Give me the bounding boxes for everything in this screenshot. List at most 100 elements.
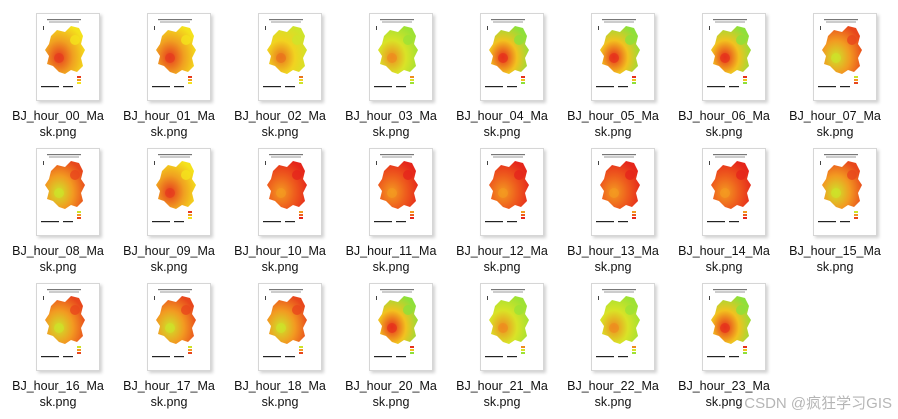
file-name: BJ_hour_02_Ma sk.png <box>230 108 330 140</box>
file-item[interactable]: BJ_hour_18_Ma sk.png <box>230 278 330 410</box>
file-name-line2: sk.png <box>261 260 299 274</box>
file-name-line2: sk.png <box>150 395 188 409</box>
file-item[interactable]: BJ_hour_02_Ma sk.png <box>230 8 330 140</box>
thumbnail-image <box>813 13 877 101</box>
file-name-line2: sk.png <box>483 395 521 409</box>
file-name-line1: BJ_hour_05_Ma <box>567 109 659 123</box>
file-name: BJ_hour_06_Ma sk.png <box>674 108 774 140</box>
file-name-line1: BJ_hour_07_Ma <box>789 109 881 123</box>
file-name-line1: BJ_hour_14_Ma <box>678 244 770 258</box>
file-item[interactable]: BJ_hour_09_Ma sk.png <box>119 143 219 275</box>
file-name: BJ_hour_07_Ma sk.png <box>785 108 885 140</box>
thumbnail-image <box>36 148 100 236</box>
map-thumbnail <box>263 154 307 223</box>
file-name-line2: sk.png <box>705 125 743 139</box>
map-thumbnail <box>596 289 640 358</box>
file-name: BJ_hour_10_Ma sk.png <box>230 243 330 275</box>
file-item[interactable]: BJ_hour_15_Ma sk.png <box>785 143 885 275</box>
file-name-line2: sk.png <box>261 125 299 139</box>
file-name-line2: sk.png <box>816 260 854 274</box>
file-name-line1: BJ_hour_00_Ma <box>12 109 104 123</box>
file-name: BJ_hour_01_Ma sk.png <box>119 108 219 140</box>
thumbnail-image <box>591 283 655 371</box>
map-thumbnail <box>818 154 862 223</box>
map-thumbnail <box>152 154 196 223</box>
file-name: BJ_hour_04_Ma sk.png <box>452 108 552 140</box>
file-item[interactable]: BJ_hour_01_Ma sk.png <box>119 8 219 140</box>
file-item[interactable]: BJ_hour_17_Ma sk.png <box>119 278 219 410</box>
file-item[interactable]: BJ_hour_23_Ma sk.png <box>674 278 774 410</box>
thumbnail-image <box>36 283 100 371</box>
file-item[interactable]: BJ_hour_16_Ma sk.png <box>8 278 108 410</box>
file-item[interactable]: BJ_hour_07_Ma sk.png <box>785 8 885 140</box>
file-name: BJ_hour_17_Ma sk.png <box>119 378 219 410</box>
thumbnail-image <box>369 13 433 101</box>
map-thumbnail <box>152 19 196 88</box>
file-item[interactable]: BJ_hour_14_Ma sk.png <box>674 143 774 275</box>
file-name: BJ_hour_15_Ma sk.png <box>785 243 885 275</box>
file-name-line2: sk.png <box>483 260 521 274</box>
file-item[interactable]: BJ_hour_21_Ma sk.png <box>452 278 552 410</box>
file-name-line2: sk.png <box>39 125 77 139</box>
file-name-line2: sk.png <box>594 260 632 274</box>
thumbnail-image <box>147 283 211 371</box>
file-name: BJ_hour_14_Ma sk.png <box>674 243 774 275</box>
file-name-line1: BJ_hour_12_Ma <box>456 244 548 258</box>
thumbnail-image <box>591 13 655 101</box>
file-name-line2: sk.png <box>372 125 410 139</box>
file-name: BJ_hour_03_Ma sk.png <box>341 108 441 140</box>
file-name-line1: BJ_hour_13_Ma <box>567 244 659 258</box>
thumbnail-image <box>480 283 544 371</box>
file-item[interactable]: BJ_hour_11_Ma sk.png <box>341 143 441 275</box>
map-thumbnail <box>596 19 640 88</box>
file-item[interactable]: BJ_hour_00_Ma sk.png <box>8 8 108 140</box>
file-name-line1: BJ_hour_11_Ma <box>345 244 437 258</box>
file-item[interactable]: BJ_hour_03_Ma sk.png <box>341 8 441 140</box>
map-thumbnail <box>818 19 862 88</box>
file-name-line1: BJ_hour_01_Ma <box>123 109 215 123</box>
file-name-line1: BJ_hour_08_Ma <box>12 244 104 258</box>
file-item[interactable]: BJ_hour_20_Ma sk.png <box>341 278 441 410</box>
file-item[interactable]: BJ_hour_12_Ma sk.png <box>452 143 552 275</box>
file-name-line1: BJ_hour_06_Ma <box>678 109 770 123</box>
file-name: BJ_hour_05_Ma sk.png <box>563 108 663 140</box>
file-name-line1: BJ_hour_23_Ma <box>678 379 770 393</box>
file-item[interactable]: BJ_hour_05_Ma sk.png <box>563 8 663 140</box>
file-item[interactable]: BJ_hour_22_Ma sk.png <box>563 278 663 410</box>
map-thumbnail <box>707 19 751 88</box>
thumbnail-image <box>258 148 322 236</box>
file-name: BJ_hour_00_Ma sk.png <box>8 108 108 140</box>
file-name-line1: BJ_hour_18_Ma <box>234 379 326 393</box>
watermark: CSDN @疯狂学习GIS <box>744 395 892 412</box>
thumbnail-image <box>147 13 211 101</box>
file-name-line1: BJ_hour_04_Ma <box>456 109 548 123</box>
map-thumbnail <box>41 289 85 358</box>
file-name-line2: sk.png <box>39 395 77 409</box>
file-name-line1: BJ_hour_21_Ma <box>456 379 548 393</box>
map-thumbnail <box>485 19 529 88</box>
thumbnail-image <box>813 148 877 236</box>
file-item[interactable]: BJ_hour_04_Ma sk.png <box>452 8 552 140</box>
file-name-line1: BJ_hour_02_Ma <box>234 109 326 123</box>
file-name-line2: sk.png <box>372 395 410 409</box>
file-name-line2: sk.png <box>483 125 521 139</box>
file-name-line2: sk.png <box>261 395 299 409</box>
file-name-line2: sk.png <box>150 260 188 274</box>
file-item[interactable]: BJ_hour_10_Ma sk.png <box>230 143 330 275</box>
file-name: BJ_hour_18_Ma sk.png <box>230 378 330 410</box>
file-name-line2: sk.png <box>705 260 743 274</box>
thumbnail-image <box>36 13 100 101</box>
file-name-line2: sk.png <box>816 125 854 139</box>
file-name: BJ_hour_08_Ma sk.png <box>8 243 108 275</box>
file-name-line1: BJ_hour_10_Ma <box>234 244 326 258</box>
map-thumbnail <box>707 289 751 358</box>
file-name-line2: sk.png <box>594 125 632 139</box>
file-name: BJ_hour_22_Ma sk.png <box>563 378 663 410</box>
file-item[interactable]: BJ_hour_08_Ma sk.png <box>8 143 108 275</box>
file-item[interactable]: BJ_hour_13_Ma sk.png <box>563 143 663 275</box>
thumbnail-image <box>591 148 655 236</box>
file-name: BJ_hour_13_Ma sk.png <box>563 243 663 275</box>
file-name-line1: BJ_hour_17_Ma <box>123 379 215 393</box>
file-item[interactable]: BJ_hour_06_Ma sk.png <box>674 8 774 140</box>
